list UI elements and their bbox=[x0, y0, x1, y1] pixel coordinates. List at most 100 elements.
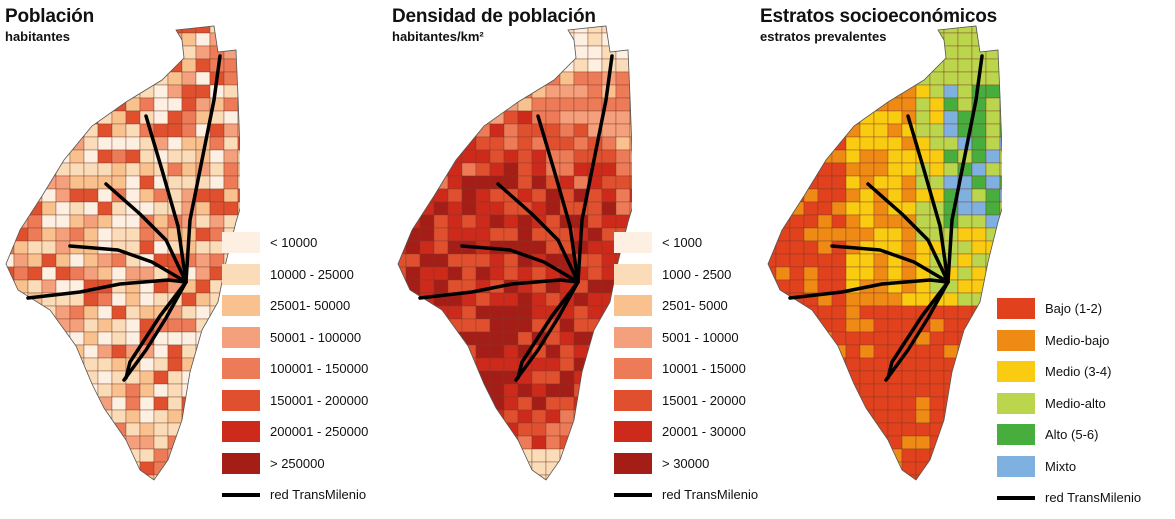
district bbox=[405, 58, 421, 73]
district bbox=[447, 71, 463, 86]
district bbox=[531, 422, 547, 437]
legend-item: 10001 - 15000 bbox=[614, 358, 758, 379]
district bbox=[873, 461, 889, 476]
district bbox=[545, 409, 561, 424]
district bbox=[27, 136, 43, 151]
district bbox=[153, 123, 169, 138]
district bbox=[461, 344, 477, 359]
district bbox=[545, 45, 561, 60]
legend-label: 100001 - 150000 bbox=[270, 361, 369, 376]
legend-label: 10000 - 25000 bbox=[270, 266, 354, 282]
district bbox=[985, 266, 1001, 281]
district bbox=[195, 292, 211, 307]
district bbox=[6, 71, 15, 86]
legend-label: > 250000 bbox=[270, 455, 325, 471]
district bbox=[41, 318, 57, 333]
district bbox=[447, 461, 463, 476]
district bbox=[845, 214, 861, 229]
district bbox=[971, 370, 987, 385]
district bbox=[789, 266, 805, 281]
district bbox=[13, 123, 29, 138]
district bbox=[55, 331, 71, 346]
district bbox=[475, 266, 491, 281]
district bbox=[97, 422, 113, 437]
district bbox=[139, 71, 155, 86]
district bbox=[111, 331, 127, 346]
district bbox=[475, 32, 491, 47]
district bbox=[775, 201, 791, 216]
district bbox=[789, 162, 805, 177]
district bbox=[971, 227, 987, 242]
district bbox=[237, 149, 240, 164]
district bbox=[831, 188, 847, 203]
district bbox=[27, 214, 43, 229]
district bbox=[999, 266, 1002, 281]
district bbox=[972, 501, 986, 512]
district bbox=[6, 318, 15, 333]
panel-title: Densidad de población bbox=[392, 6, 596, 27]
district bbox=[419, 227, 435, 242]
district bbox=[985, 123, 1001, 138]
district bbox=[195, 279, 211, 294]
district bbox=[13, 370, 29, 385]
district bbox=[789, 58, 805, 73]
district bbox=[83, 331, 99, 346]
district bbox=[831, 344, 847, 359]
district bbox=[153, 84, 169, 99]
district bbox=[153, 396, 169, 411]
district bbox=[943, 71, 959, 86]
district bbox=[985, 162, 1001, 177]
district bbox=[405, 383, 421, 398]
district bbox=[6, 136, 15, 151]
district bbox=[887, 383, 903, 398]
district bbox=[13, 71, 29, 86]
district bbox=[888, 488, 902, 501]
district bbox=[83, 97, 99, 112]
district bbox=[489, 357, 505, 372]
district bbox=[69, 45, 85, 60]
district bbox=[13, 305, 29, 320]
district bbox=[985, 97, 1001, 112]
district bbox=[859, 435, 875, 450]
district bbox=[168, 488, 182, 501]
district bbox=[83, 58, 99, 73]
district bbox=[573, 292, 589, 307]
district bbox=[845, 26, 861, 34]
district bbox=[433, 84, 449, 99]
district bbox=[6, 357, 15, 372]
district bbox=[845, 409, 861, 424]
district-mosaic bbox=[398, 26, 632, 480]
district bbox=[768, 344, 777, 359]
district bbox=[475, 383, 491, 398]
district bbox=[503, 214, 519, 229]
district bbox=[587, 266, 603, 281]
district bbox=[531, 227, 547, 242]
district bbox=[140, 488, 154, 501]
district bbox=[768, 292, 777, 307]
choropleth-map bbox=[397, 25, 632, 481]
legend-swatch bbox=[997, 361, 1035, 382]
district bbox=[817, 279, 833, 294]
district bbox=[111, 253, 127, 268]
district bbox=[223, 84, 239, 99]
district bbox=[489, 149, 505, 164]
district bbox=[97, 357, 113, 372]
district bbox=[475, 305, 491, 320]
district bbox=[112, 501, 126, 512]
district bbox=[503, 331, 519, 346]
district bbox=[27, 318, 43, 333]
district bbox=[461, 266, 477, 281]
transmilenio-line-symbol bbox=[222, 492, 260, 497]
district bbox=[929, 344, 945, 359]
district bbox=[873, 58, 889, 73]
district bbox=[154, 488, 168, 501]
district bbox=[559, 409, 575, 424]
district bbox=[433, 136, 449, 151]
district bbox=[223, 58, 239, 73]
district bbox=[461, 32, 477, 47]
district bbox=[419, 110, 435, 125]
district bbox=[237, 58, 240, 73]
district bbox=[139, 149, 155, 164]
district bbox=[181, 149, 197, 164]
district bbox=[398, 253, 407, 268]
